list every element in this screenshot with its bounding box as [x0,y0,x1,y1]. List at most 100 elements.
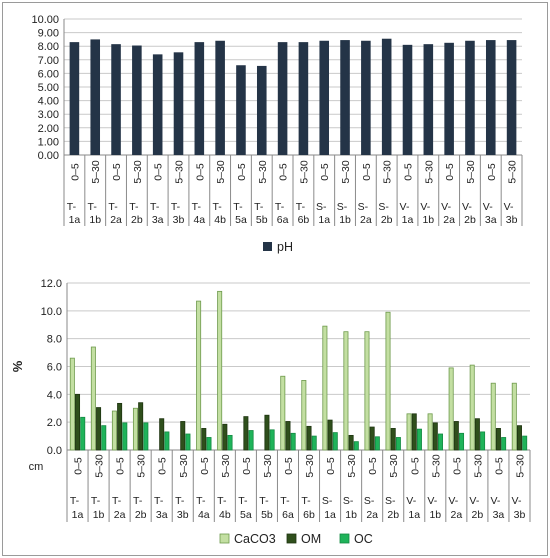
bar-oc [122,422,128,451]
x-site-label: 1b [93,509,105,521]
bar-oc [501,437,507,451]
y-tick-label: 1.00 [38,136,59,148]
x-depth-label: 5–30 [472,454,484,478]
x-site-label: 2a [110,214,122,226]
y-tick-label: 9.00 [38,28,59,40]
x-site-label: T- [108,201,118,213]
legend-label: CaCO3 [234,532,276,546]
bar-om [474,418,480,451]
bar-oc [185,433,191,451]
legend-label: pH [277,240,293,254]
x-site-label: 3a [493,509,505,521]
chart-1: 0.00 1.002.00 3.004.00 5.00 6.007.00 8.009.00… [31,14,523,254]
y-tick-label: 7.00 [38,55,59,67]
x-site-label: V- [462,201,472,213]
bar-ph [277,42,288,156]
x-site-label: 2a [366,509,378,521]
x-site-label: 2b [472,509,484,521]
bar-om [369,426,375,451]
bar-caco3 [343,331,349,451]
bar-ph [506,40,517,155]
bar-om [390,428,396,451]
x-depth-label: 0–5 [319,163,331,181]
bar-om [243,416,249,451]
x-depth-label: 0–5 [236,163,248,181]
x-site-label: V- [406,495,416,507]
x-site-label: 4a [193,214,205,226]
x-depth-label: 5–30 [298,160,310,184]
x-site-label: 6a [282,509,294,521]
x-site-label: T- [254,201,264,213]
x-depth-label: 0–5 [409,457,421,475]
x-depth-label: 5–30 [514,454,526,478]
x-site-label: 4b [214,214,226,226]
x-site-label: T- [301,495,311,507]
bar-oc [311,435,317,451]
legend-swatch [339,533,350,544]
bar-om [327,419,333,451]
x-depth-label: 5–30 [262,454,274,478]
x-site-label: S- [358,201,369,213]
y-tick-label: 0.0 [47,445,62,457]
bar-ph [485,40,496,155]
x-site-label: V- [400,201,410,213]
bar-om [180,421,186,451]
x-site-label: S- [337,201,348,213]
bar-caco3 [217,290,223,451]
x-depth-label: 0–5 [199,457,211,475]
x-depth-label: 0–5 [73,457,85,475]
bar-oc [332,432,338,451]
x-depth-label: 5–30 [340,160,352,184]
bar-ph [132,45,142,155]
bar-caco3 [469,364,475,451]
bar-oc [395,437,401,451]
x-depth-label: 0–5 [451,457,463,475]
y-tick-label: 6.0 [47,362,62,374]
bar-oc [101,425,107,451]
x-site-label: 3b [177,509,189,521]
x-depth-label: 0–5 [69,163,81,181]
x-depth-label: 5–30 [346,454,358,478]
x-site-label: 1b [345,509,357,521]
bar-ph [215,40,225,156]
bar-om [138,402,144,451]
y-tick-label: 8.0 [47,334,62,346]
x-site-label: T- [275,201,285,213]
x-depth-label: 5–30 [304,454,316,478]
x-site-label: V- [469,495,479,507]
x-depth-label: 0–5 [444,163,456,181]
bar-ph [423,44,434,155]
bar-caco3 [490,382,496,451]
x-site-label: 1a [324,509,336,521]
x-site-label: V- [448,495,458,507]
bar-ph [194,42,205,156]
bar-caco3 [427,413,433,451]
x-site-label: S- [343,495,354,507]
y-tick-label: 3.00 [38,109,59,121]
bar-caco3 [69,357,75,451]
x-depth-label: 0–5 [325,457,337,475]
bar-om [117,402,123,451]
x-depth-label: 5–30 [136,454,148,478]
x-depth-label: 0–5 [115,457,127,475]
x-depth-label: 0–5 [403,163,415,181]
x-depth-label: 0–5 [153,163,165,181]
x-site-label: 5b [261,509,273,521]
x-site-label: 3b [506,214,518,226]
x-site-label: T- [112,495,122,507]
x-site-label: T- [154,495,164,507]
x-site-label: T- [171,201,181,213]
x-depth-label: 5–30 [430,454,442,478]
x-site-label: T- [67,201,77,213]
x-depth-label: 0–5 [157,457,169,475]
x-site-label: 1b [339,214,351,226]
x-site-label: 5b [256,214,268,226]
x-site-label: T- [259,495,269,507]
x-depth-label: 5–30 [507,160,519,184]
x-site-label: 1b [89,214,101,226]
x-site-label: V- [441,201,451,213]
x-site-label: V- [512,495,522,507]
x-site-label: S- [322,495,333,507]
bar-oc [248,430,254,451]
bar-ph [298,42,309,156]
